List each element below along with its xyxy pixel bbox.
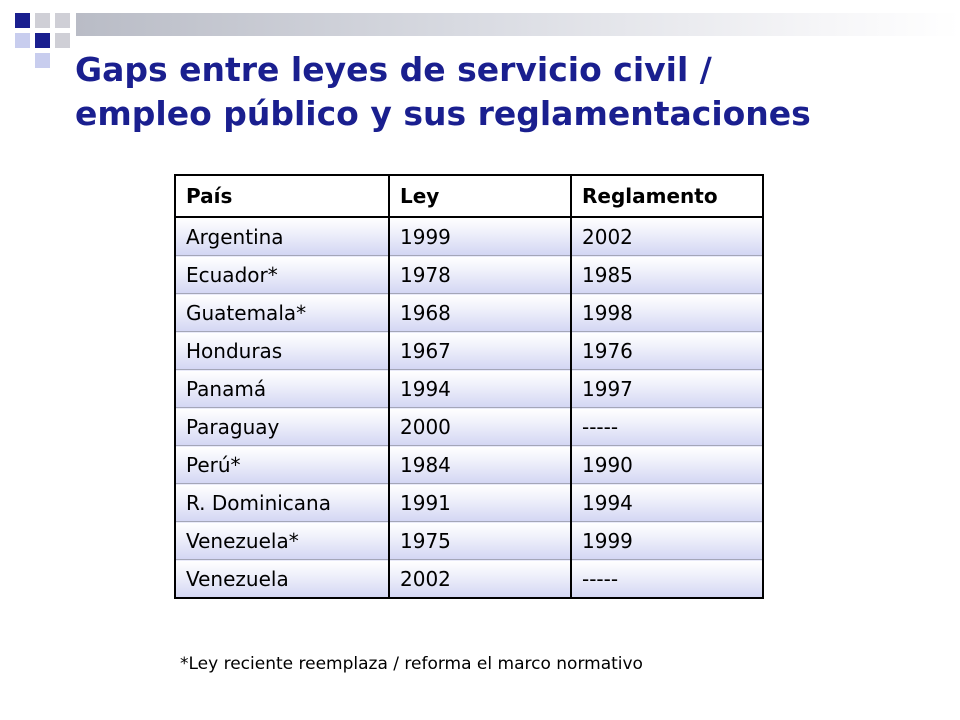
cell-country: Paraguay <box>174 407 390 446</box>
title-line-1: Gaps entre leyes de servicio civil / <box>75 50 712 89</box>
cell-law-year: 2000 <box>388 407 572 446</box>
table-row: Paraguay 2000 ----- <box>174 407 764 446</box>
cell-country: Perú* <box>174 445 390 484</box>
cell-regulation-year: 1994 <box>570 483 764 522</box>
cell-regulation-year: 1998 <box>570 293 764 332</box>
header-gradient-bar <box>76 13 960 36</box>
cell-country: Ecuador* <box>174 255 390 294</box>
decorative-square <box>15 13 30 28</box>
column-header-pais: País <box>174 174 390 218</box>
cell-country: Argentina <box>174 216 390 256</box>
table-row: Perú* 1984 1990 <box>174 445 764 484</box>
decorative-square <box>15 33 30 48</box>
cell-regulation-year: 1999 <box>570 521 764 560</box>
cell-regulation-year: 1976 <box>570 331 764 370</box>
cell-country: R. Dominicana <box>174 483 390 522</box>
cell-country: Venezuela <box>174 559 390 599</box>
cell-law-year: 1975 <box>388 521 572 560</box>
column-header-ley: Ley <box>388 174 572 218</box>
cell-country: Honduras <box>174 331 390 370</box>
cell-law-year: 1968 <box>388 293 572 332</box>
table-row: Venezuela* 1975 1999 <box>174 521 764 560</box>
cell-regulation-year: ----- <box>570 407 764 446</box>
column-header-reglamento: Reglamento <box>570 174 764 218</box>
laws-table: País Ley Reglamento Argentina 1999 2002 … <box>174 174 764 599</box>
table-row: Venezuela 2002 ----- <box>174 559 764 599</box>
decorative-square <box>35 33 50 48</box>
table-row: Ecuador* 1978 1985 <box>174 255 764 294</box>
table-row: Argentina 1999 2002 <box>174 216 764 256</box>
cell-law-year: 1994 <box>388 369 572 408</box>
cell-regulation-year: 2002 <box>570 216 764 256</box>
table-footnote: *Ley reciente reemplaza / reforma el mar… <box>180 654 643 674</box>
decorative-square <box>35 53 50 68</box>
cell-country: Venezuela* <box>174 521 390 560</box>
table-row: Honduras 1967 1976 <box>174 331 764 370</box>
cell-law-year: 1967 <box>388 331 572 370</box>
cell-law-year: 2002 <box>388 559 572 599</box>
table-row: R. Dominicana 1991 1994 <box>174 483 764 522</box>
decorative-square <box>55 33 70 48</box>
decorative-square <box>35 13 50 28</box>
cell-regulation-year: 1990 <box>570 445 764 484</box>
cell-country: Panamá <box>174 369 390 408</box>
cell-regulation-year: 1985 <box>570 255 764 294</box>
cell-law-year: 1984 <box>388 445 572 484</box>
cell-law-year: 1978 <box>388 255 572 294</box>
cell-regulation-year: 1997 <box>570 369 764 408</box>
table-row: Panamá 1994 1997 <box>174 369 764 408</box>
decorative-square <box>55 13 70 28</box>
cell-law-year: 1999 <box>388 216 572 256</box>
title-line-2: empleo público y sus reglamentaciones <box>75 94 811 133</box>
cell-law-year: 1991 <box>388 483 572 522</box>
table-row: Guatemala* 1968 1998 <box>174 293 764 332</box>
table-header-row: País Ley Reglamento <box>174 174 764 218</box>
cell-country: Guatemala* <box>174 293 390 332</box>
slide-title: Gaps entre leyes de servicio civil / emp… <box>75 48 935 136</box>
cell-regulation-year: ----- <box>570 559 764 599</box>
